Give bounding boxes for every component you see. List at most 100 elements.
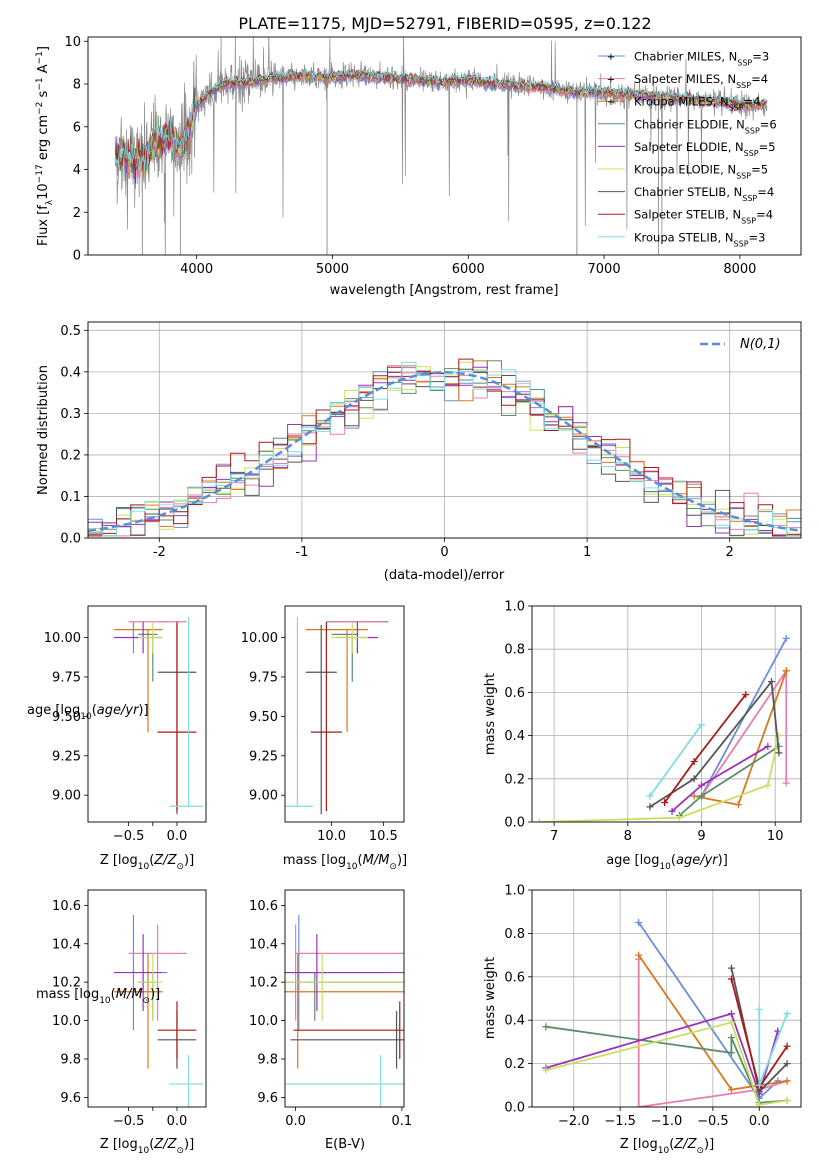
data-point	[783, 1042, 791, 1050]
y-tick-label: 0.2	[504, 1057, 525, 1072]
legend-nssp: 4	[766, 208, 773, 222]
data-point	[635, 919, 643, 927]
axis-label-part: age/yr	[97, 703, 140, 718]
legend-eq: =	[749, 230, 759, 244]
legend-eq: =	[751, 163, 761, 177]
legend-sep: , N	[718, 230, 734, 244]
x-tick-label: 7	[550, 829, 558, 844]
legend-lib: Kroupa STELIB	[634, 230, 718, 244]
axis-label-part: Z/Z	[673, 1137, 697, 1152]
legend-marker: +	[607, 75, 615, 86]
y-tick-label: 9.50	[52, 710, 81, 725]
y-tick-label: 9.8	[60, 1052, 81, 1067]
data-point	[727, 1086, 735, 1094]
axis-label-part: 10	[80, 712, 92, 722]
mass-weight-line	[545, 1021, 788, 1106]
y-axis-label-part: −1	[35, 51, 45, 64]
mass-weight-line	[637, 959, 788, 1107]
legend-lib: Kroupa ELODIE	[634, 163, 720, 177]
x-tick-label: 0.0	[167, 829, 188, 844]
legend-entry: Salpeter ELODIE, NSSP=5	[634, 140, 776, 158]
x-tick-label: 1	[583, 545, 591, 560]
data-point	[783, 1077, 791, 1085]
legend-sep: , N	[720, 163, 736, 177]
axis-label-part: M/M	[363, 853, 390, 868]
axis-label-part: M/M	[116, 987, 143, 1002]
y-tick-label: 10.4	[52, 937, 81, 952]
axes-frame	[87, 605, 207, 823]
y-tick-label: 9.25	[52, 749, 81, 764]
y-tick-label: 0.0	[504, 816, 525, 831]
data-point	[542, 1066, 550, 1074]
x-tick-label: 7000	[588, 262, 621, 277]
x-tick-label: −0.5	[697, 1114, 729, 1129]
axis-label-part: 10	[658, 1146, 670, 1156]
legend-nssp: 3	[758, 230, 765, 244]
axis-label-part: Z/Z	[153, 853, 177, 868]
y-tick-label: 10.0	[249, 1014, 278, 1029]
axis-label: Z [log10(Z/Z⊙)]	[100, 853, 194, 872]
x-tick-label: 0.1	[392, 1114, 413, 1129]
x-tick-label: 5000	[316, 262, 349, 277]
y-axis-label-part: λ	[45, 199, 55, 205]
x-tick-label: 0.0	[749, 1114, 770, 1129]
y-tick-label: 0.0	[504, 1101, 525, 1116]
mass-weight-line	[649, 724, 703, 797]
plot-area	[88, 358, 801, 537]
plot-area	[114, 37, 768, 255]
y-tick-label: 9.25	[249, 749, 278, 764]
legend-nssp: 5	[761, 163, 768, 177]
axes-frame	[531, 605, 802, 823]
axis-label-part: 10	[99, 996, 111, 1006]
y-axis-label-part: A	[36, 64, 51, 77]
y-axis-label-part: ]	[36, 46, 51, 51]
legend-sep: , N	[720, 72, 736, 86]
legend-subscript: SSP	[736, 81, 751, 90]
data-point	[742, 691, 750, 699]
axis-label-part: mass [log	[283, 853, 346, 868]
axis-label-part: (	[358, 853, 363, 868]
y-tick-label: 1.0	[504, 884, 525, 899]
axes-frame	[87, 889, 207, 1108]
axis-label-part: Z [log	[620, 1137, 658, 1152]
y-tick-label: 0.8	[504, 643, 525, 658]
data-point	[755, 1081, 763, 1089]
axis-label: Z [log10(Z/Z⊙)]	[100, 1137, 194, 1156]
x-tick-label: −2.0	[558, 1114, 590, 1129]
axis-label-part: Z [log	[100, 1137, 138, 1152]
data-point	[535, 818, 543, 822]
legend-entry: Chabrier STELIB, NSSP=4	[634, 185, 774, 203]
legend-nssp: 5	[768, 140, 775, 154]
axis-label-part: 10	[659, 862, 671, 872]
legend-sep: , N	[713, 95, 729, 109]
y-axis-label-part: Flux [f	[36, 205, 51, 246]
y-tick-label: 6	[73, 120, 81, 135]
axis-label-part: ⊙	[176, 1146, 184, 1156]
data-point	[690, 792, 698, 800]
axis-label-part: ⊙	[143, 996, 151, 1006]
y-tick-label: 10.2	[52, 976, 81, 991]
data-point	[675, 814, 683, 822]
plot-area	[114, 617, 204, 815]
y-tick-label: 9.00	[52, 789, 81, 804]
y-tick-label: 10.00	[44, 631, 81, 646]
axis-label-part: 10	[138, 862, 150, 872]
legend-lib: Salpeter ELODIE	[634, 140, 728, 154]
plot-area	[542, 919, 791, 1107]
data-point	[783, 1010, 791, 1018]
data-point	[690, 758, 698, 766]
x-tick-label: 9	[697, 829, 705, 844]
legend-entry: Kroupa MILES, NSSP=4	[634, 95, 761, 113]
age-vs-mass-panel: 10.0 10.5 9.00 9.25 9.50 9.75 10.00 mass [log10…	[241, 605, 407, 872]
legend-lib: Kroupa MILES	[634, 95, 713, 109]
plot-area	[535, 634, 790, 822]
y-tick-label: 0.4	[60, 365, 81, 380]
legend-subscript: SSP	[729, 103, 744, 112]
y-tick-label: 0.2	[504, 772, 525, 787]
x-tick-label: 4000	[180, 262, 213, 277]
x-tick-label: 8	[624, 829, 632, 844]
axis-label-part: (	[671, 853, 676, 868]
y-tick-label: 9.50	[249, 710, 278, 725]
